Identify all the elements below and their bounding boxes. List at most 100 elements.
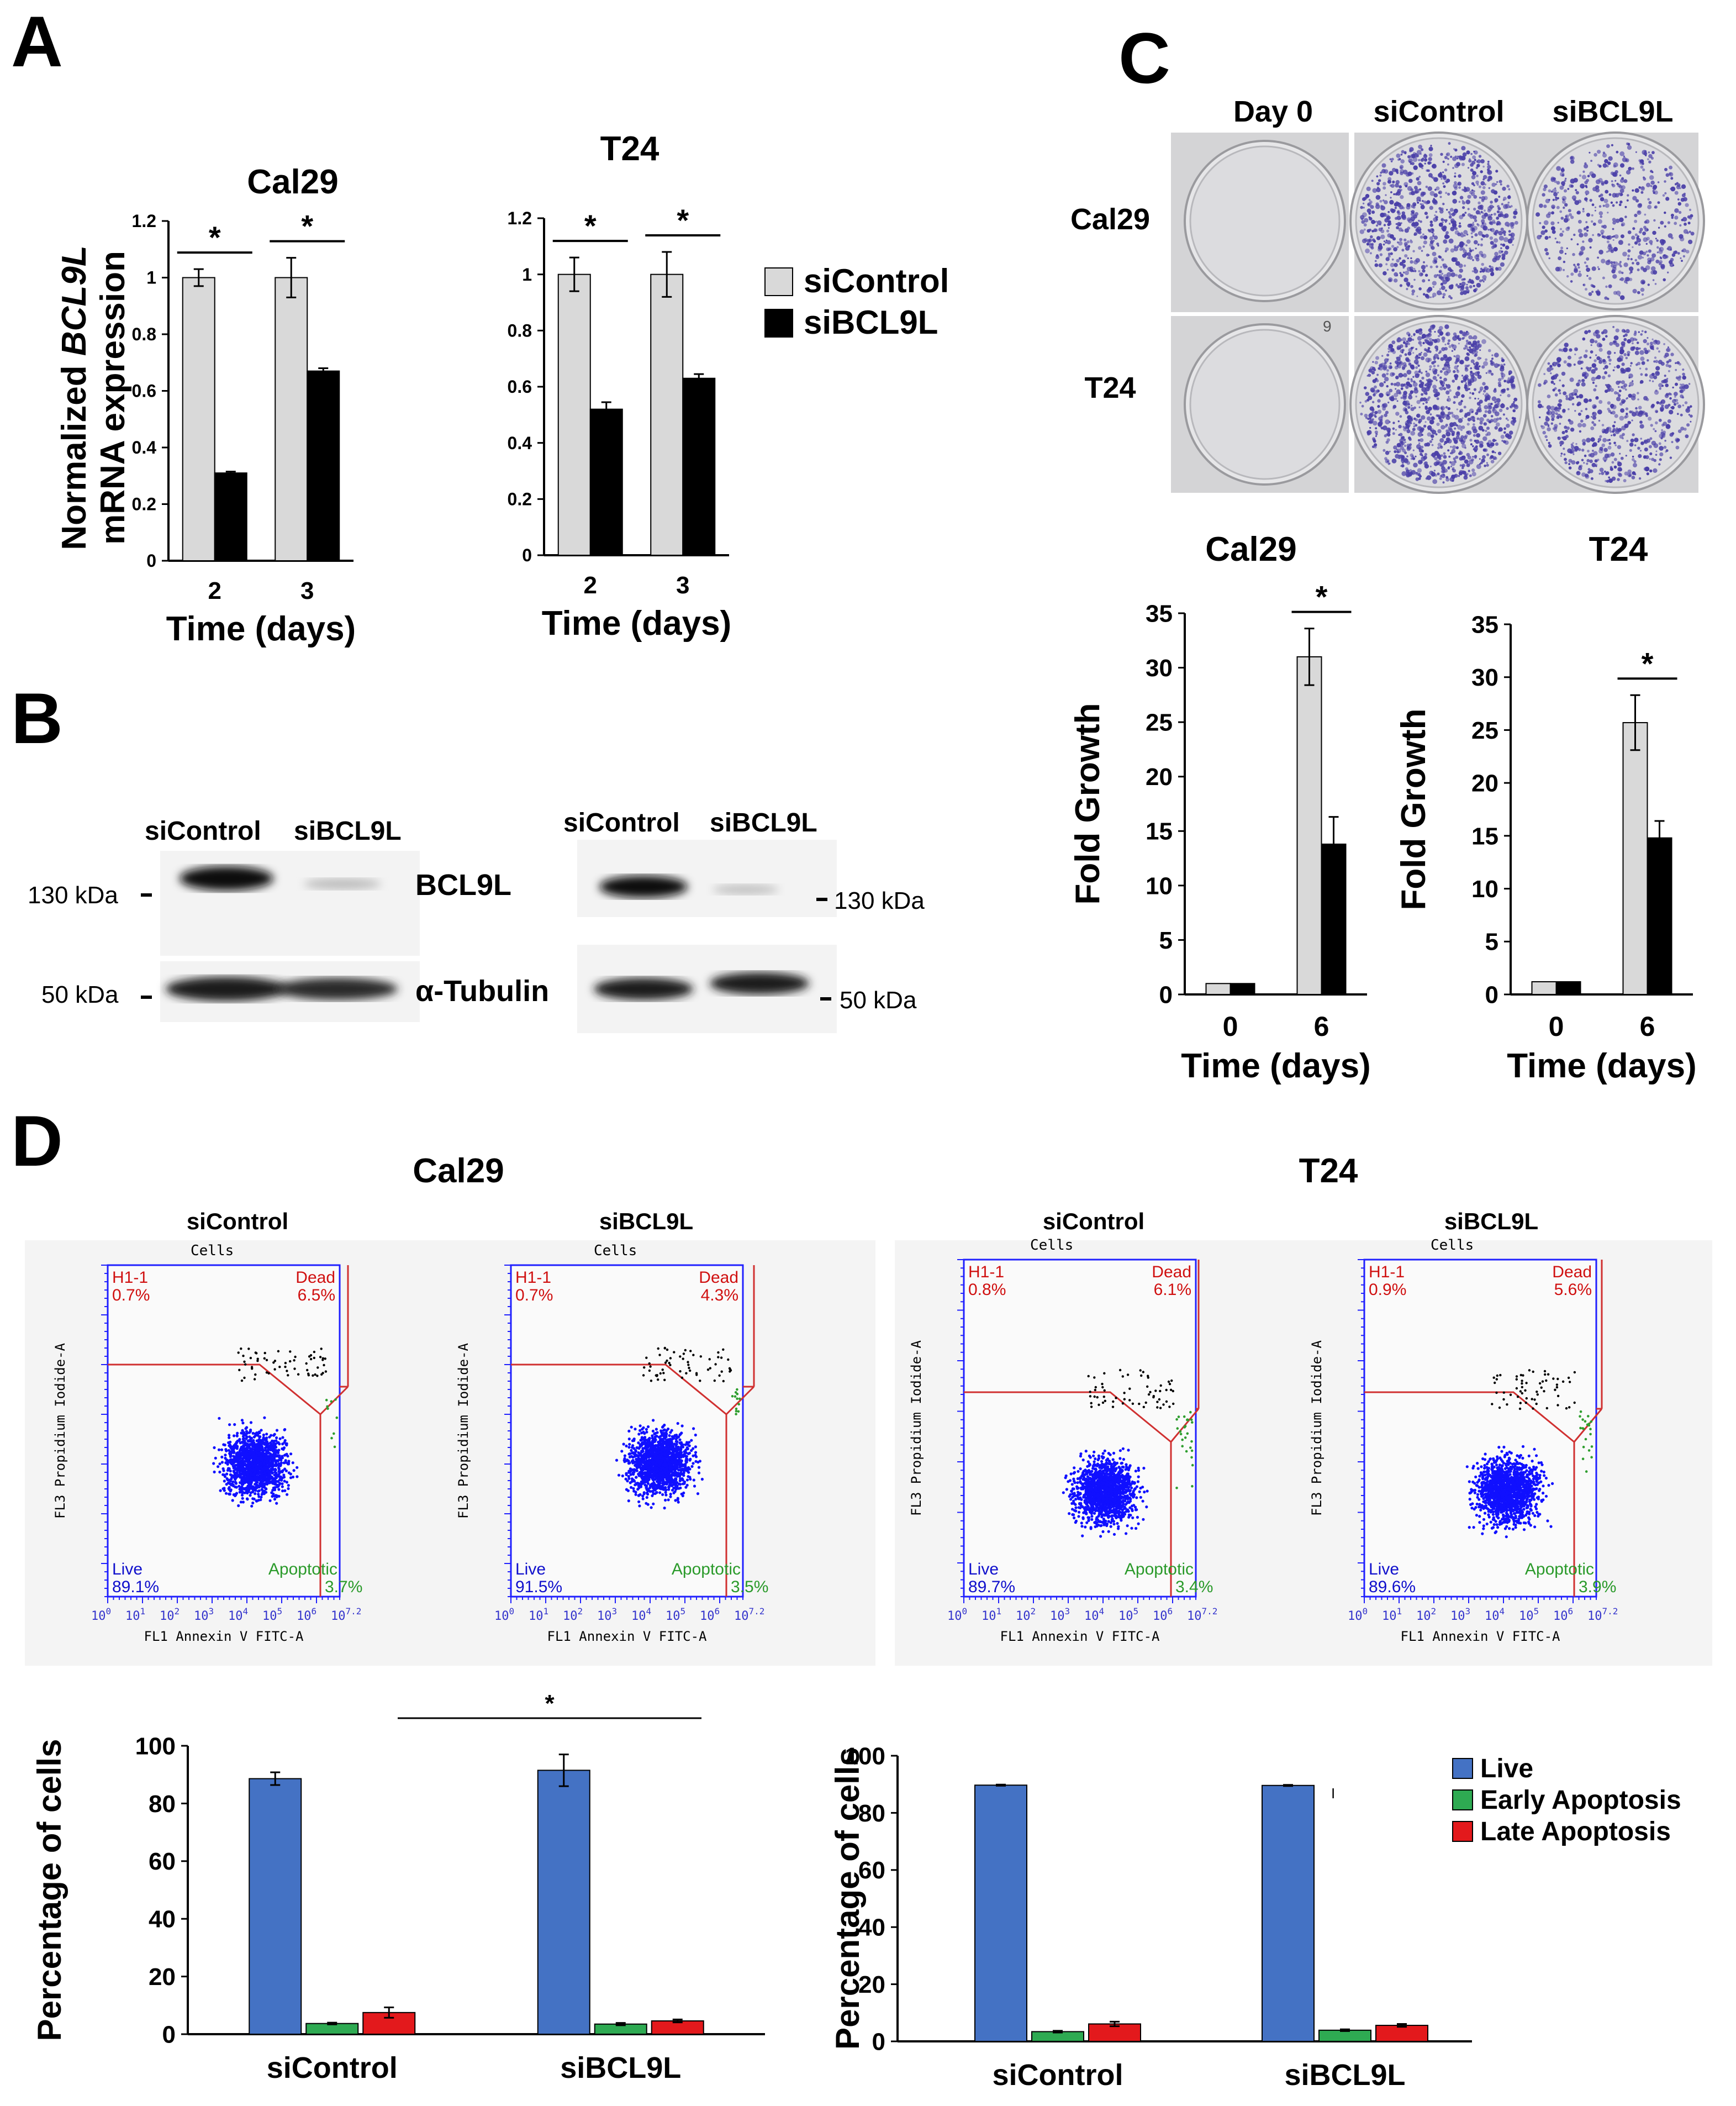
clono-colony: [1472, 456, 1474, 458]
clono-colony: [1495, 170, 1498, 173]
clono-colony: [1411, 292, 1415, 296]
clono-colony: [1451, 449, 1456, 454]
clono-colony: [1448, 455, 1451, 458]
clono-colony: [1386, 240, 1391, 245]
clono-colony: [1410, 380, 1413, 383]
clono-colony: [1500, 262, 1505, 267]
clono-colony: [1580, 246, 1586, 251]
clono-colony: [1664, 225, 1666, 228]
clono-colony: [1391, 258, 1394, 261]
clono-colony: [1459, 437, 1464, 443]
clono-colony: [1415, 418, 1418, 422]
clono-colony: [1640, 266, 1644, 270]
clono-colony: [1482, 225, 1488, 231]
clono-colony: [1366, 375, 1369, 377]
clono-colony: [1511, 385, 1516, 389]
clono-colony: [1555, 373, 1559, 377]
clono-colony: [1667, 246, 1672, 251]
clono-colony: [1506, 185, 1510, 188]
clono-colony: [1597, 219, 1602, 224]
clono-colony: [1614, 391, 1618, 395]
clono-colony: [1583, 398, 1589, 403]
clono-colony: [1483, 361, 1488, 366]
clono-colony: [1612, 267, 1617, 271]
clono-colony: [1689, 217, 1692, 220]
clono-colony: [1577, 412, 1581, 416]
clono-colony: [1674, 191, 1679, 195]
clono-colony: [1624, 426, 1627, 428]
clono-colony: [1501, 256, 1506, 260]
clono-colony: [1548, 409, 1550, 412]
clono-colony: [1585, 265, 1589, 268]
clono-colony: [1604, 371, 1608, 375]
clono-colony: [1454, 175, 1457, 178]
clono-colony: [1454, 186, 1458, 190]
clono-colony: [1631, 476, 1635, 480]
clono-colony: [1627, 145, 1632, 150]
clono-colony: [1607, 297, 1610, 301]
clono-colony: [1660, 401, 1663, 403]
flow-dot-live: [220, 1461, 224, 1464]
clono-colony: [1681, 260, 1683, 262]
clono-colony: [1628, 266, 1634, 271]
clono-colony: [1443, 219, 1445, 222]
clono-colony: [1591, 369, 1596, 374]
flow-dot-live: [246, 1459, 250, 1462]
clono-colony: [1687, 406, 1690, 409]
a_cal29-bar-sicontrol: [275, 277, 308, 561]
clono-colony: [1570, 272, 1574, 276]
clono-colony: [1396, 448, 1401, 454]
clono-colony: [1661, 429, 1664, 431]
clono-colony: [1429, 220, 1433, 224]
a-ylabel-line2: mRNA expression: [94, 251, 132, 545]
clono-colony: [1589, 198, 1592, 202]
clono-colony: [1590, 350, 1593, 354]
a_cal29-xtick-label: 2: [208, 577, 221, 604]
clono-colony: [1629, 365, 1632, 367]
clono-colony: [1424, 162, 1426, 165]
clono-colony: [1629, 381, 1634, 387]
clono-colony: [1487, 162, 1490, 166]
clono-colony: [1402, 401, 1408, 406]
flow-dot-live: [228, 1478, 231, 1482]
clono-colony: [1433, 393, 1438, 398]
clono-colony: [1394, 450, 1397, 454]
clono-colony: [1462, 206, 1465, 209]
flow-dot-live: [266, 1444, 270, 1447]
flow-dot-live: [285, 1481, 289, 1484]
clono-colony: [1660, 407, 1664, 411]
clono-colony: [1619, 151, 1625, 156]
wb-left-blot-top: [160, 851, 420, 956]
clono-colony: [1608, 156, 1613, 161]
clono-colony: [1627, 249, 1631, 253]
clono-colony: [1664, 355, 1667, 359]
clono-colony: [1491, 450, 1495, 454]
clono-colony: [1434, 463, 1437, 466]
flow-x-tick-exp: 3: [209, 1606, 214, 1617]
clono-colony: [1679, 224, 1682, 227]
clono-colony: [1553, 376, 1555, 378]
clono-colony: [1425, 401, 1428, 404]
flow-x-tick-labels: 100 101 102 103 104 105 106 107.2: [91, 1606, 361, 1623]
flow-y-axis-label: FL3 Propidium Iodide-A: [52, 1343, 68, 1519]
clono-colony: [1486, 464, 1489, 467]
clono-colony: [1471, 189, 1474, 192]
flow-dot-live: [213, 1470, 216, 1473]
clono-colony: [1374, 410, 1378, 414]
clono-colony: [1503, 197, 1507, 201]
clono-colony: [1420, 445, 1424, 449]
c_t24-ytick-label: 0: [1485, 981, 1498, 1008]
clono-colony: [1649, 260, 1652, 262]
clono-colony: [1644, 373, 1648, 377]
clono-colony: [1480, 181, 1485, 186]
clono-colony: [1548, 257, 1550, 260]
flow-dot-live: [257, 1493, 260, 1496]
clono-colony: [1430, 145, 1432, 147]
clono-colony: [1457, 232, 1461, 236]
clono-colony: [1584, 180, 1588, 185]
flow-title-t24: T24: [1299, 1152, 1358, 1190]
clono-colony: [1387, 180, 1392, 184]
flow-dot-live: [225, 1472, 229, 1476]
clono-colony: [1623, 338, 1627, 341]
clono-colony: [1500, 228, 1504, 231]
